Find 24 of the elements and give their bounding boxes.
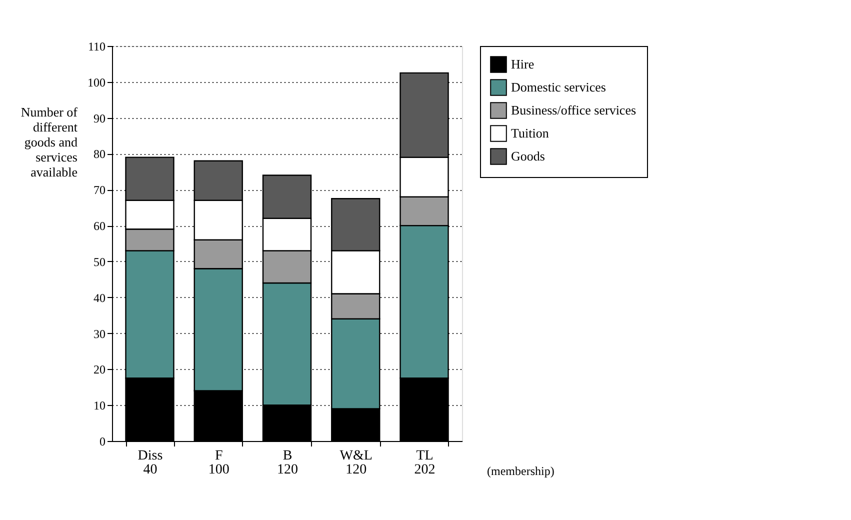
- x-tick-label: F 100: [208, 448, 230, 478]
- x-tick-label: TL 202: [414, 448, 436, 478]
- y-tick-label: 70: [94, 183, 106, 198]
- legend-label: Domestic services: [511, 80, 606, 94]
- y-tick-label: 90: [94, 111, 106, 126]
- text: (membership): [487, 464, 554, 478]
- y-tick-label: 10: [94, 398, 106, 413]
- legend-label: Business/office services: [511, 102, 636, 118]
- y-tick-label: 20: [94, 362, 106, 377]
- legend-label: Tuition: [511, 126, 550, 140]
- y-tick-label: 30: [94, 326, 106, 341]
- x-tick-label: B 120: [277, 448, 298, 478]
- x-tick-label: Diss 40: [138, 448, 163, 478]
- y-tick-label: 80: [94, 147, 106, 162]
- y-tick-label: 40: [94, 290, 106, 305]
- x-tick-label: W&L 120: [340, 448, 372, 478]
- y-tick-label: 100: [88, 75, 106, 90]
- legend-label: Hire: [511, 56, 534, 72]
- y-tick-label: 50: [94, 254, 106, 269]
- y-tick-label: 60: [94, 219, 106, 234]
- legend-label: Goods: [511, 148, 545, 164]
- y-tick-label: 0: [100, 434, 106, 448]
- y-tick-label: 110: [88, 40, 106, 54]
- y-axis-title: Number of different goods and services available: [20, 104, 78, 180]
